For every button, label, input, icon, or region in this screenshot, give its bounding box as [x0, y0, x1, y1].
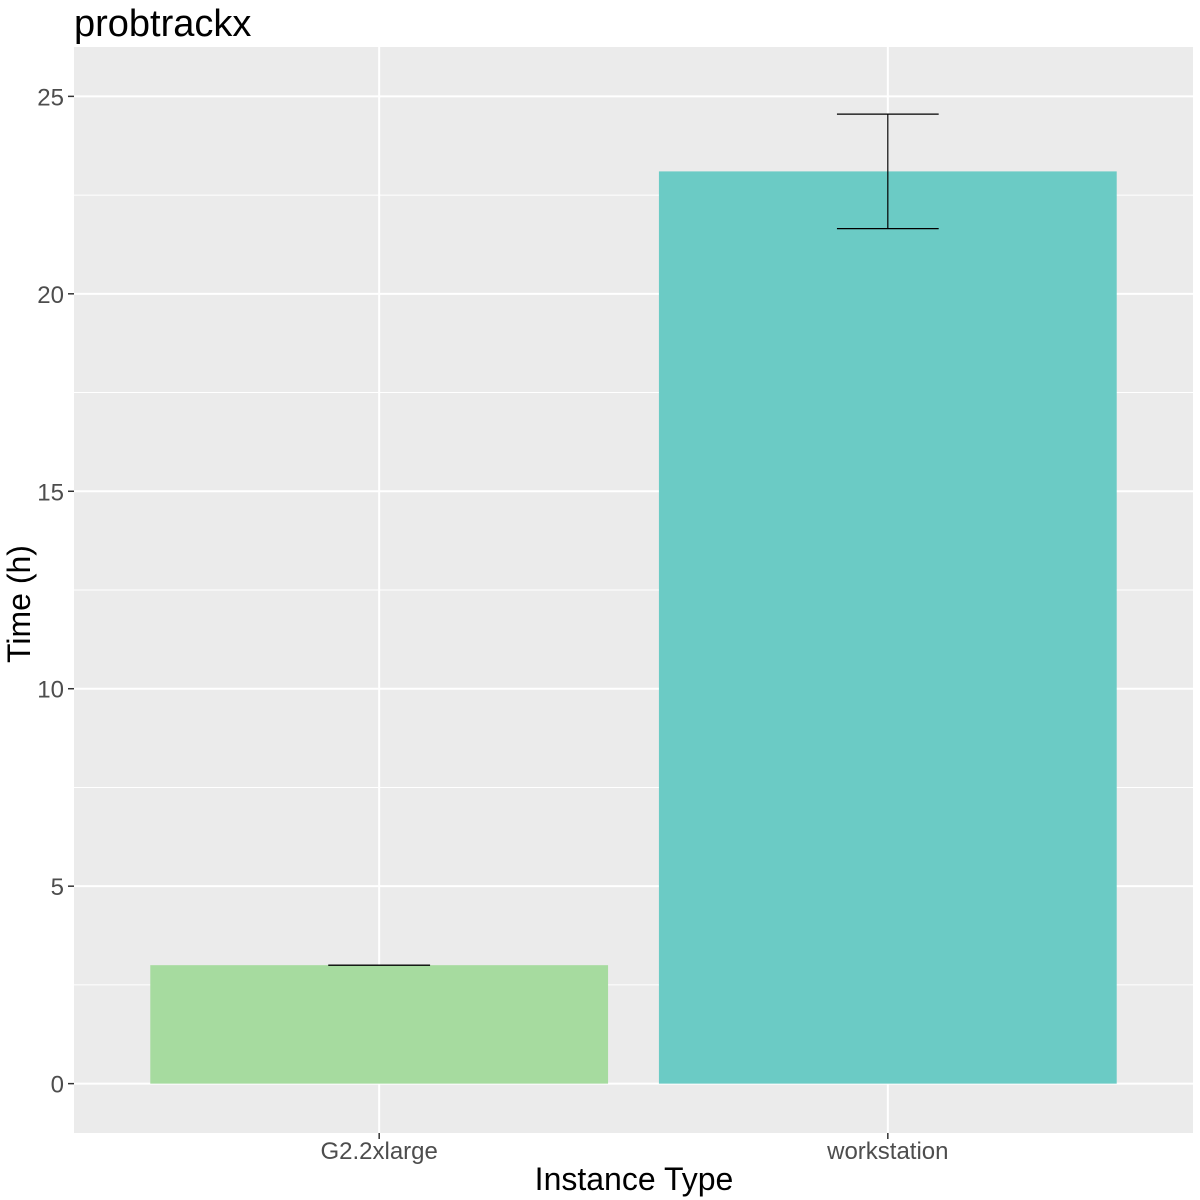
bar-workstation — [658, 171, 1117, 1084]
y-tick-label: 20 — [37, 282, 64, 309]
x-tick-label: G2.2xlarge — [320, 1138, 437, 1165]
y-axis: 0 5 10 15 20 25 — [37, 84, 74, 1099]
error-bars — [328, 113, 939, 966]
y-tick-label: 10 — [37, 677, 64, 704]
y-tick-label: 5 — [51, 874, 64, 901]
y-tick-label: 0 — [51, 1072, 64, 1099]
x-axis-title: Instance Type — [535, 1161, 734, 1197]
x-tick-label: workstation — [826, 1138, 948, 1165]
y-axis-title: Time (h) — [1, 545, 37, 663]
error-bar — [836, 113, 939, 230]
x-axis: G2.2xlarge workstation — [320, 1133, 949, 1165]
bars — [150, 171, 1117, 1084]
bar-g2-2xlarge — [150, 965, 609, 1084]
y-tick-label: 25 — [37, 84, 64, 111]
y-tick-label: 15 — [37, 479, 64, 506]
chart-title: probtrackx — [74, 3, 251, 45]
